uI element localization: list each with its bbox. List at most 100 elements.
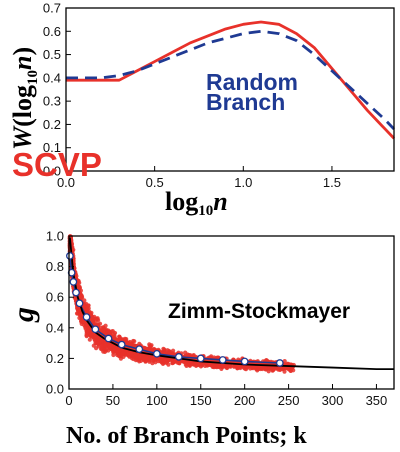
bottom-y-axis-title: g: [7, 307, 40, 323]
scatter-point: [130, 350, 135, 355]
top-x-tick-label: 1.0: [234, 175, 252, 190]
scatter-point: [112, 334, 117, 339]
top-xlabel-main: log: [165, 187, 198, 216]
top-y-tick-label: 0.3: [43, 94, 61, 109]
scatter-point: [198, 364, 203, 369]
bottom-x-tick-label: 200: [234, 393, 256, 408]
scatter-point: [245, 365, 250, 370]
zimm-stockmayer-annotation: Zimm-Stockmayer: [168, 300, 350, 323]
scatter-point: [91, 343, 96, 348]
top-y-tick-label: 0.5: [43, 47, 61, 62]
mean-point-marker: [91, 325, 100, 334]
scatter-point: [97, 321, 103, 326]
mean-point-marker: [135, 345, 144, 354]
top-xlabel-var: n: [213, 187, 227, 216]
scatter-point: [76, 279, 81, 284]
bottom-x-axis-title: No. of Branch Points; k: [66, 423, 307, 449]
scatter-point: [267, 366, 272, 371]
bottom-y-tick-label: 0.6: [46, 290, 64, 305]
scatter-point: [126, 351, 131, 356]
mean-point-marker: [69, 278, 78, 286]
scatter-point: [94, 317, 100, 322]
mean-point-marker: [66, 252, 74, 260]
scatter-point: [88, 333, 93, 338]
scatter-point: [103, 343, 108, 348]
mean-point-marker: [275, 359, 284, 367]
top-y-tick-label: 0.7: [43, 1, 61, 16]
scatter-point: [87, 337, 92, 342]
mean-point-marker: [117, 340, 126, 349]
bottom-x-tick-label: 50: [106, 393, 120, 408]
top-y-tick-label: 0.0: [43, 164, 61, 179]
mean-point-marker: [104, 334, 113, 343]
top-tick-labels: 0.0 0.5 1.0 1.5 0.0 0.1 0.2 0.3 0.4 0.5 0.6 0.7: [43, 1, 341, 191]
bottom-x-tick-label: 300: [322, 393, 344, 408]
top-y-tick-label: 0.2: [43, 117, 61, 132]
top-x-tick-label: 1.5: [323, 175, 341, 190]
bottom-x-tick-label: 150: [190, 393, 212, 408]
scatter-point: [142, 356, 147, 361]
bottom-x-tick-label: 0: [65, 393, 72, 408]
scatter-point: [122, 351, 127, 356]
top-ylabel-main: W: [8, 125, 37, 150]
scatter-point: [101, 327, 106, 333]
random-annotation-line2: Branch: [206, 89, 285, 115]
top-ylabel-sub: 10: [25, 70, 41, 85]
scatter-point: [214, 365, 219, 370]
scatter-point: [128, 341, 133, 346]
scatter-point: [110, 329, 115, 334]
scatter-point: [170, 360, 175, 365]
random-branch-line: [66, 29, 396, 131]
random-annotation-line1: Random: [206, 69, 298, 95]
mean-point-marker: [152, 349, 161, 358]
scatter-point: [183, 362, 188, 367]
bottom-plot-frame: [68, 235, 395, 390]
mean-point-marker: [218, 356, 227, 364]
mean-point-marker: [72, 288, 80, 297]
scatter-point: [86, 306, 91, 311]
top-x-tick-label: 0.0: [57, 175, 75, 190]
bottom-y-tick-label: 0.4: [46, 320, 64, 335]
scvp-line: [66, 20, 396, 140]
scatter-point: [79, 293, 84, 298]
bottom-y-tick-label: 0.8: [46, 259, 64, 274]
top-ylabel-paren-close: ): [8, 47, 37, 56]
top-plot-frame: [65, 7, 395, 172]
scatter-point: [256, 366, 261, 371]
scatter-point: [107, 329, 112, 334]
scatter-point: [84, 329, 89, 334]
scatter-point: [107, 344, 112, 349]
mean-point-marker: [196, 354, 205, 363]
mean-point-marker: [240, 357, 249, 366]
scatter-point: [137, 354, 142, 359]
scatter-point: [95, 341, 100, 346]
bottom-x-tick-label: 350: [366, 393, 388, 408]
scatter-point: [150, 361, 155, 366]
top-ylabel-paren-open: (log: [8, 85, 37, 127]
scatter-point: [158, 359, 163, 364]
scatter-point: [252, 364, 257, 370]
bottom-y-tick-label: 0.0: [46, 382, 64, 397]
top-x-axis-title: log10n: [165, 187, 228, 219]
scatter-point: [137, 359, 142, 364]
bottom-x-tick-label: 250: [278, 393, 300, 408]
bottom-x-tick-label: 100: [146, 393, 168, 408]
top-y-tick-label: 0.4: [43, 70, 61, 85]
scvp-annotation: SCVP: [12, 146, 102, 183]
top-y-tick-label: 0.6: [43, 24, 61, 39]
top-x-tick-label: 0.5: [146, 175, 164, 190]
scatter-point: [84, 301, 89, 306]
bottom-y-tick-label: 0.2: [46, 351, 64, 366]
scatter-point: [165, 358, 170, 364]
scatter-point: [129, 356, 135, 361]
scatter-point: [282, 369, 287, 374]
top-xlabel-sub: 10: [198, 203, 213, 219]
bottom-series: [66, 237, 394, 371]
bottom-y-tick-label: 1.0: [46, 229, 64, 244]
top-ylabel-var: n: [8, 56, 37, 70]
scatter-point: [221, 364, 226, 369]
scatter-point: [186, 362, 191, 367]
mean-point-marker: [174, 353, 183, 361]
